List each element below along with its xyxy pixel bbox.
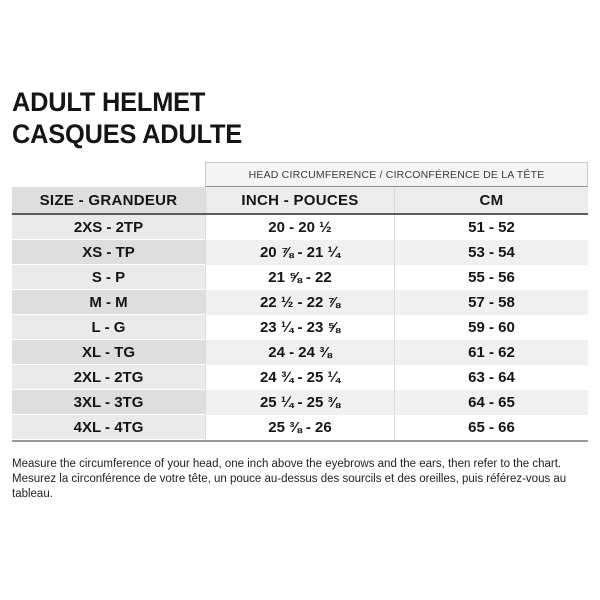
column-header-cm: CM [395,187,588,213]
table-row: 2XL - 2TG 24 ¾ - 25 ¼ 63 - 64 [12,365,588,390]
page-title: ADULT HELMET CASQUES ADULTE [12,86,242,150]
cm-cell: 51 - 52 [395,215,588,240]
inch-cell: 20 - 20 ½ [205,215,395,240]
footer-note: Measure the circumference of your head, … [12,457,588,502]
size-cell: 2XL - 2TG [12,365,205,390]
column-header-size: SIZE - GRANDEUR [12,187,205,213]
inch-cell: 22 ½ - 22 ⅞ [205,290,395,315]
table-banner-head-circumference: HEAD CIRCUMFERENCE / CIRCONFÉRENCE DE LA… [205,162,588,187]
column-header-inch: INCH - POUCES [205,187,395,213]
table-row: 3XL - 3TG 25 ¼ - 25 ⅜ 64 - 65 [12,390,588,415]
table-row: L - G 23 ¼ - 23 ⅝ 59 - 60 [12,315,588,340]
inch-cell: 25 ¼ - 25 ⅜ [205,390,395,415]
size-cell: XS - TP [12,240,205,265]
size-cell: S - P [12,265,205,290]
inch-cell: 25 ⅜ - 26 [205,415,395,440]
cm-cell: 57 - 58 [395,290,588,315]
size-cell: L - G [12,315,205,340]
cm-cell: 64 - 65 [395,390,588,415]
footer-note-en: Measure the circumference of your head, … [12,458,562,470]
table-row: XS - TP 20 ⅞ - 21 ¼ 53 - 54 [12,240,588,265]
table-row: 4XL - 4TG 25 ⅜ - 26 65 - 66 [12,415,588,440]
footer-note-fr: Mesurez la circonférence de votre tête, … [12,473,567,500]
table-row: M - M 22 ½ - 22 ⅞ 57 - 58 [12,290,588,315]
cm-cell: 55 - 56 [395,265,588,290]
size-cell: 2XS - 2TP [12,215,205,240]
table-row: 2XS - 2TP 20 - 20 ½ 51 - 52 [12,215,588,240]
inch-cell: 24 - 24 ⅜ [205,340,395,365]
title-line-en: ADULT HELMET [12,87,206,117]
table-row: XL - TG 24 - 24 ⅜ 61 - 62 [12,340,588,365]
inch-cell: 20 ⅞ - 21 ¼ [205,240,395,265]
size-cell: M - M [12,290,205,315]
cm-cell: 65 - 66 [395,415,588,440]
inch-cell: 21 ⅝ - 22 [205,265,395,290]
cm-cell: 59 - 60 [395,315,588,340]
inch-cell: 24 ¾ - 25 ¼ [205,365,395,390]
size-cell: 3XL - 3TG [12,390,205,415]
title-line-fr: CASQUES ADULTE [12,119,243,149]
cm-cell: 61 - 62 [395,340,588,365]
inch-cell: 23 ¼ - 23 ⅝ [205,315,395,340]
cm-cell: 63 - 64 [395,365,588,390]
table-row: S - P 21 ⅝ - 22 55 - 56 [12,265,588,290]
size-cell: 4XL - 4TG [12,415,205,440]
size-cell: XL - TG [12,340,205,365]
table-header-row: SIZE - GRANDEUR INCH - POUCES CM [12,187,588,215]
cm-cell: 53 - 54 [395,240,588,265]
table-body: 2XS - 2TP 20 - 20 ½ 51 - 52 XS - TP 20 ⅞ - 2… [12,215,588,442]
